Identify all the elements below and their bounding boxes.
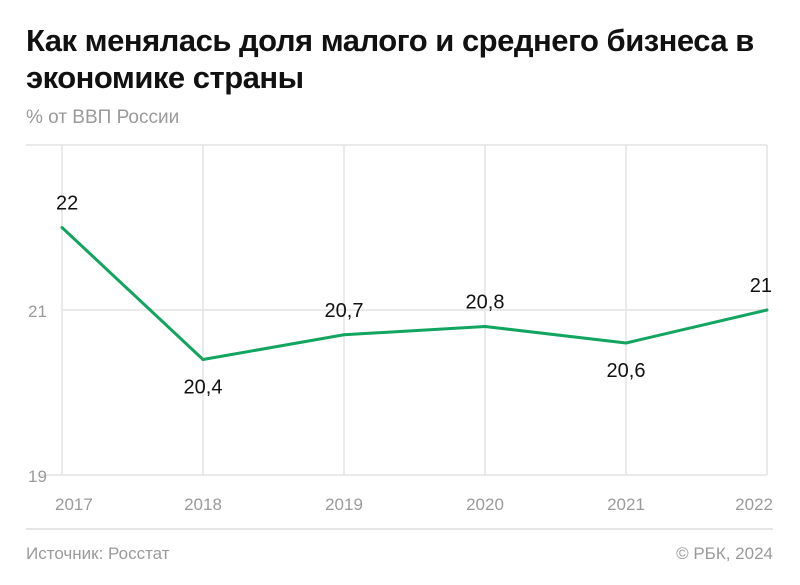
data-point <box>483 325 487 328</box>
chart-title: Как менялась доля малого и среднего бизн… <box>26 23 754 95</box>
footer-divider <box>26 528 773 530</box>
x-tick-label: 2020 <box>466 495 504 514</box>
series-line <box>60 226 768 361</box>
x-tick-label: 2018 <box>184 495 222 514</box>
data-label: 21 <box>750 275 772 297</box>
x-tick-label: 2021 <box>607 495 645 514</box>
data-label: 20,7 <box>325 300 364 322</box>
data-label: 20,4 <box>184 377 223 399</box>
data-point <box>60 226 64 229</box>
data-label: 20,6 <box>607 360 646 382</box>
data-point <box>342 333 346 337</box>
x-tick-label: 2022 <box>735 495 773 514</box>
y-tick-label: 21 <box>28 302 47 321</box>
data-label: 22 <box>56 193 78 215</box>
copyright: © РБК, 2024 <box>676 544 773 563</box>
data-point <box>201 358 205 361</box>
data-point <box>765 308 769 312</box>
data-label: 20,8 <box>466 292 505 314</box>
chart-subtitle: % от ВВП России <box>26 107 180 128</box>
y-tick-label: 19 <box>28 467 47 486</box>
source-note: Источник: Росстат <box>26 544 170 563</box>
x-tick-label: 2019 <box>325 495 363 514</box>
data-point <box>624 341 628 345</box>
x-tick-label: 2017 <box>55 495 93 514</box>
